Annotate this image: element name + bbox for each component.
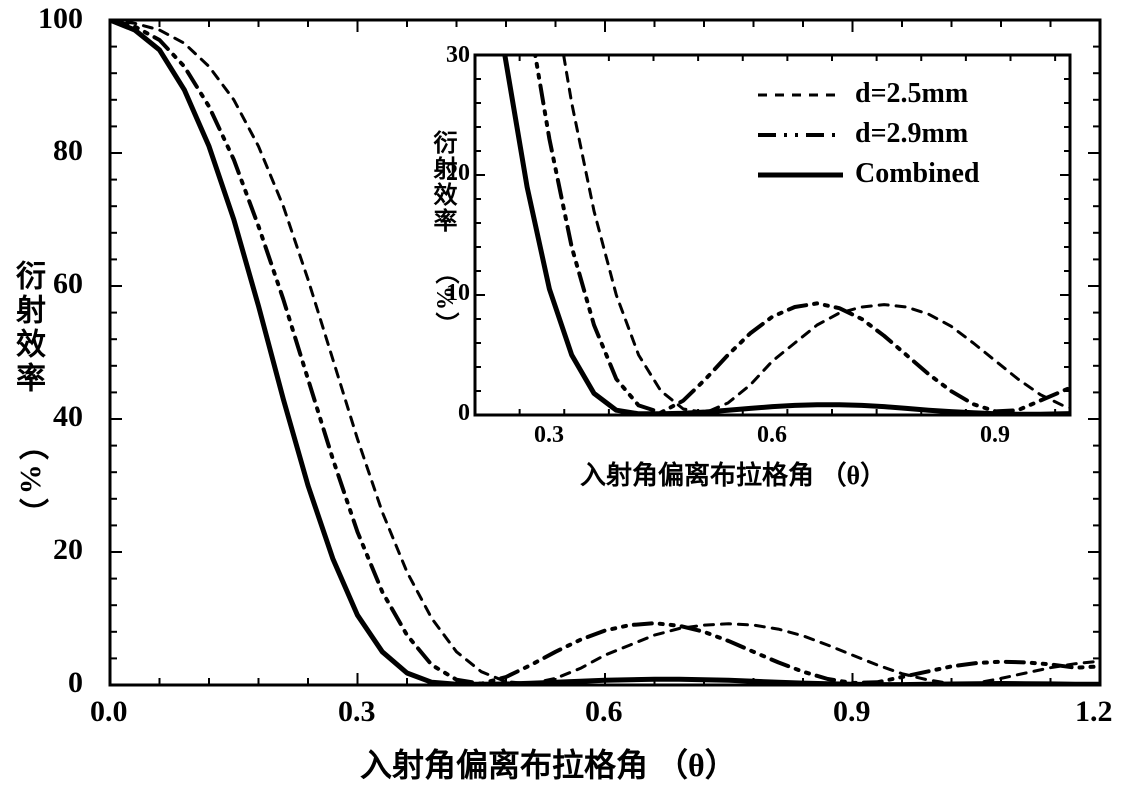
main-ytick-80: 80 bbox=[53, 134, 83, 168]
inset-xtick-06: 0.6 bbox=[757, 422, 787, 449]
main-xtick-0: 0.0 bbox=[90, 695, 128, 729]
main-ytick-100: 100 bbox=[38, 2, 83, 36]
main-ytick-20: 20 bbox=[53, 533, 83, 567]
legend-item-3: Combined bbox=[855, 158, 979, 190]
legend-item-2: d=2.9mm bbox=[855, 118, 968, 150]
main-y-axis-label: 衍射效率 bbox=[5, 260, 49, 396]
inset-x-axis-label: 入射角偏离布拉格角 （θ） bbox=[580, 455, 886, 492]
main-xtick-06: 0.6 bbox=[585, 695, 623, 729]
main-y-axis-unit: （%） bbox=[8, 430, 52, 532]
inset-ytick-0: 0 bbox=[458, 400, 470, 427]
main-ytick-40: 40 bbox=[53, 400, 83, 434]
inset-xtick-09: 0.9 bbox=[980, 422, 1010, 449]
inset-ytick-10: 10 bbox=[446, 280, 470, 307]
main-ytick-60: 60 bbox=[53, 267, 83, 301]
main-ytick-0: 0 bbox=[68, 666, 83, 700]
main-x-axis-label: 入射角偏离布拉格角 （θ） bbox=[360, 740, 737, 786]
legend-item-1: d=2.5mm bbox=[855, 78, 968, 110]
main-xtick-12: 1.2 bbox=[1075, 695, 1113, 729]
inset-ytick-30: 30 bbox=[446, 42, 470, 69]
inset-ytick-20: 20 bbox=[446, 160, 470, 187]
main-xtick-03: 0.3 bbox=[338, 695, 376, 729]
main-xtick-09: 0.9 bbox=[833, 695, 871, 729]
inset-xtick-03: 0.3 bbox=[534, 422, 564, 449]
